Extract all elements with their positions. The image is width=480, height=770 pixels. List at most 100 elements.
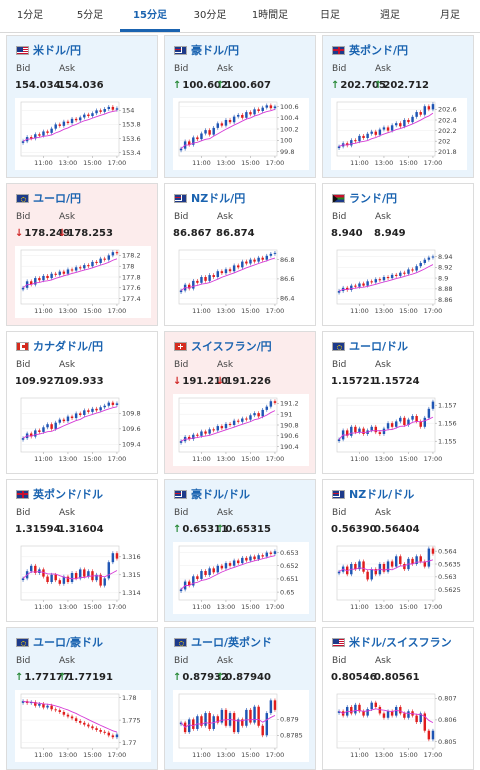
x-tick-label: 15:00 [83,455,102,463]
candle-up [216,565,220,573]
candle-down [187,284,191,289]
pair-name-link[interactable]: カナダドル/円 [33,340,104,353]
candle-up [415,556,418,564]
candle-up [253,706,256,723]
candle-up [107,255,111,260]
rate-card[interactable]: ランド/円 Bid Ask 8.940 8.949 8.94 8.92 8.9 8.8… [322,183,474,326]
x-tick-label: 17:00 [108,307,127,315]
rate-card[interactable]: ユーロ/円 Bid Ask ↓178.249 ↓178.253 178.2 178… [6,183,158,326]
tab-4[interactable]: 1時間足 [251,10,289,21]
moving-average-line [338,559,434,573]
candle-down [257,706,260,726]
candle-down [232,713,236,733]
candle-up [187,719,191,733]
rate-card[interactable]: 米ドル/スイスフラン Bid Ask 0.80546 0.80561 0.807… [322,627,474,770]
candle-down [216,716,220,723]
pair-name-link[interactable]: ユーロ/ドル [349,340,409,353]
rate-card[interactable]: スイスフラン/円 Bid Ask ↓191.210 ↓191.226 191.2… [164,331,316,474]
tab-2[interactable]: 15分足 [120,0,180,32]
candle-down [399,706,402,714]
pair-name-link[interactable]: ユーロ/豪ドル [33,636,104,649]
candle-up [415,112,418,117]
x-tick-label: 15:00 [241,455,260,463]
rate-card[interactable]: NZドル/円 Bid Ask 86.867 86.874 86.8 86.6 86.… [164,183,316,326]
candle-up [115,403,119,405]
candle-down [34,702,37,706]
us-flag-icon [16,45,29,55]
candle-down [386,277,390,279]
candle-up [245,709,248,726]
rate-card-header: 豪ドル/ドル [174,487,250,501]
x-tick-label: 17:00 [424,455,443,463]
candle-up [87,571,90,577]
pair-name-link[interactable]: ランド/円 [349,192,398,205]
candle-down [366,571,369,580]
tab-5[interactable]: 日足 [320,10,340,21]
ask-label: Ask [217,656,234,666]
rate-card-header: 英ポンド/ドル [16,487,103,501]
candle-up [42,131,45,136]
rate-card[interactable]: ユーロ/英ポンド Bid Ask ↑0.87932 ↑0.87940 0.879… [164,627,316,770]
y-tick-label: 0.563 [438,573,457,581]
ask-label: Ask [375,64,392,74]
candle-up [382,277,386,281]
ask-value: ↓191.226 [216,376,271,387]
pair-name-link[interactable]: ユーロ/円 [33,192,82,205]
rate-card[interactable]: 豪ドル/ドル Bid Ask ↑0.65311 ↑0.65315 0.653 0.… [164,479,316,622]
candle-up [423,106,427,115]
candle-up [83,114,86,118]
rate-card[interactable]: NZドル/ドル Bid Ask 0.56390 0.56404 0.564 0.5… [322,479,474,622]
candle-up [350,426,353,436]
x-tick-label: 13:00 [217,751,236,759]
x-tick-label: 15:00 [399,307,418,315]
candle-up [399,417,402,422]
x-tick-label: 11:00 [34,603,53,611]
candle-down [34,565,37,573]
pair-name-link[interactable]: スイスフラン/円 [191,340,272,353]
x-tick-label: 13:00 [217,603,236,611]
pair-name-link[interactable]: 豪ドル/ドル [191,488,251,501]
pair-name-link[interactable]: ユーロ/英ポンド [191,636,273,649]
tab-7[interactable]: 月足 [440,10,460,21]
candle-down [228,563,232,566]
rate-card[interactable]: 英ポンド/円 Bid Ask ↑202.705 ↑202.712 202.6 20… [322,35,474,178]
candle-down [46,576,49,582]
rate-card[interactable]: ユーロ/豪ドル Bid Ask ↑1.77177 ↑1.77191 1.78 1.… [6,627,158,770]
candle-up [390,274,394,279]
ask-value: 1.15724 [374,376,420,387]
candle-up [62,121,66,126]
candle-up [103,578,106,586]
candlestick-chart: 0.653 0.652 0.651 0.65 11:00 13:00 15:00 17:00 [173,542,309,614]
pair-name-link[interactable]: 英ポンド/ドル [33,488,104,501]
pair-name-link[interactable]: NZドル/ドル [349,488,415,501]
y-tick-label: 202.6 [438,106,457,114]
candle-up [236,719,240,733]
pair-name-link[interactable]: NZドル/円 [191,192,246,205]
y-tick-label: 0.564 [438,547,457,555]
rate-card[interactable]: 米ドル/円 Bid Ask 154.034 154.036 154 153.8 15… [6,35,158,178]
candle-down [62,271,66,274]
tab-1[interactable]: 5分足 [76,10,104,21]
tab-0[interactable]: 1分足 [16,10,44,21]
y-tick-label: 1.78 [122,694,136,702]
rate-card[interactable]: カナダドル/円 Bid Ask 109.927 109.933 109.8 109… [6,331,158,474]
ask-label: Ask [59,360,76,370]
pair-name-link[interactable]: 豪ドル/円 [191,44,240,57]
candle-down [54,709,57,711]
tab-6[interactable]: 週足 [380,10,400,21]
rate-card[interactable]: ユーロ/ドル Bid Ask 1.15721 1.15724 1.157 1.15… [322,331,474,474]
candle-down [354,564,357,570]
plot-frame [20,545,120,601]
candle-up [423,417,427,427]
candle-up [236,114,240,117]
tab-3[interactable]: 30分足 [193,10,227,21]
pair-name-link[interactable]: 米ドル/スイスフラン [349,636,452,649]
rate-card[interactable]: 豪ドル/円 Bid Ask ↑100.602 ↑100.607 100.6 100… [164,35,316,178]
pair-name-link[interactable]: 米ドル/円 [33,44,82,57]
pair-name-link[interactable]: 英ポンド/円 [349,44,409,57]
candle-up [269,700,273,714]
eu-flag-icon [16,193,29,203]
candle-down [394,274,398,276]
x-tick-label: 11:00 [350,751,369,759]
rate-card[interactable]: 英ポンド/ドル Bid Ask 1.31594 1.31604 1.316 1.3… [6,479,158,622]
